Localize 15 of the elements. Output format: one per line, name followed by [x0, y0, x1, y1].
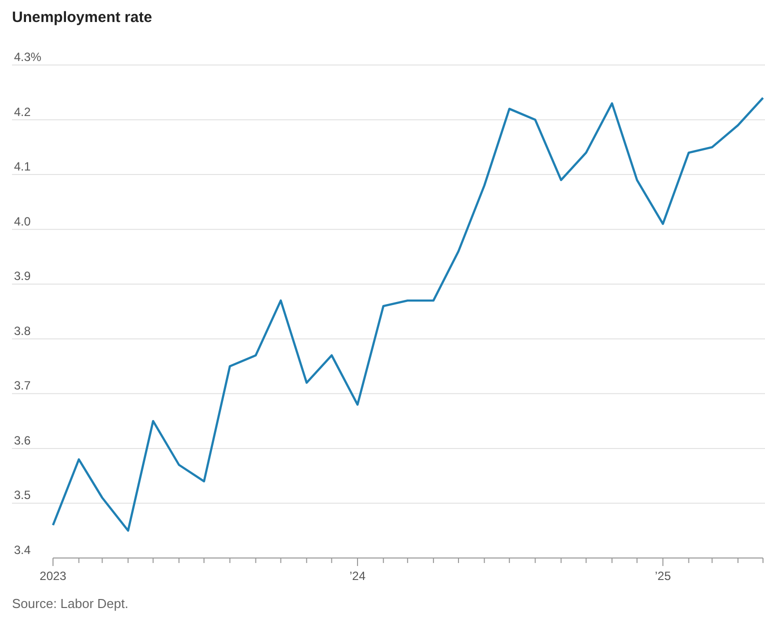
y-tick-label: 3.8 [14, 324, 32, 338]
y-tick-label: 3.7 [14, 378, 32, 393]
x-tick-label: ’24 [350, 569, 366, 583]
y-tick-label: 4.0 [14, 214, 32, 228]
chart-title: Unemployment rate [12, 9, 152, 26]
y-tick-label: 3.6 [14, 433, 32, 448]
x-tick-label: ’25 [654, 569, 672, 583]
y-tick-label: 3.5 [14, 488, 32, 502]
y-tick-label: 3.9 [14, 269, 32, 284]
x-tick-label: 2023 [40, 569, 67, 583]
y-tick-label: 4.1 [14, 160, 32, 174]
y-tick-label: 4.2 [14, 104, 32, 119]
y-tick-label: 4.3% [14, 50, 42, 64]
source-note: Source: Labor Dept. [12, 596, 128, 611]
y-tick-label: 3.4 [14, 543, 32, 557]
